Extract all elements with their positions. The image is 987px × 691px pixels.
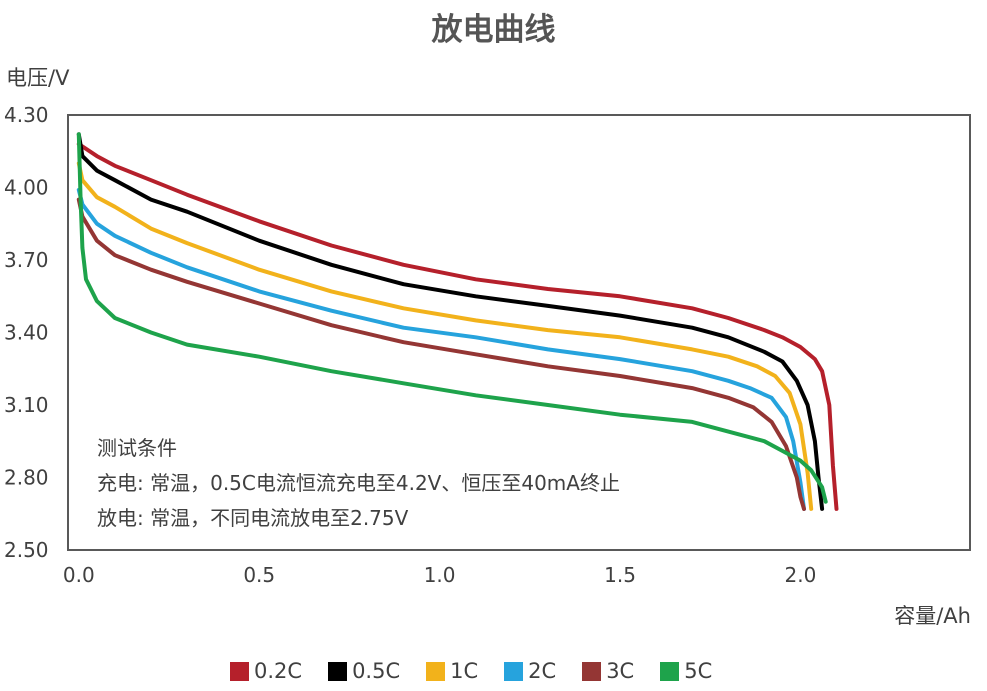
legend-swatch [660,661,680,681]
y-tick-label: 2.80 [4,466,49,490]
legend-item-5C: 5C [660,659,712,683]
legend-item-0.5C: 0.5C [328,659,400,683]
legend-label: 5C [684,659,713,683]
y-tick-label: 3.40 [4,321,49,345]
legend-swatch [426,661,446,681]
legend-label: 1C [450,659,479,683]
legend-label: 2C [528,659,557,683]
legend: 0.2C 0.5C 1C 2C 3C 5C [230,659,738,683]
legend-swatch [230,661,249,681]
legend-swatch [504,661,524,681]
x-tick-label: 0.5 [243,563,275,587]
x-tick-label: 2.0 [785,563,817,587]
plot-frame [67,114,971,551]
legend-swatch [582,661,602,681]
x-axis-label: 容量/Ah [894,604,971,628]
annotation-title: 测试条件 [97,436,177,460]
legend-item-3C: 3C [582,659,634,683]
legend-label: 0.5C [352,659,401,683]
y-tick-label: 4.30 [4,103,49,127]
annotation-charge: 充电: 常温，0.5C电流恒流充电至4.2V、恒压至40mA终止 [97,471,620,495]
x-tick-label: 1.5 [604,563,636,587]
series-line-3C [76,197,806,511]
series-line-5C [76,132,828,504]
legend-swatch [328,661,348,681]
chart-title: 放电曲线 [431,12,556,48]
legend-label: 3C [606,659,635,683]
series-line-1C [76,161,814,511]
y-tick-label: 3.70 [4,248,49,272]
series-line-0.5C [76,132,825,511]
series-line-2C [76,187,806,511]
legend-label: 0.2C [254,659,303,683]
legend-item-0.2C: 0.2C [230,659,302,683]
x-tick-label: 0.0 [63,563,95,587]
legend-item-2C: 2C [504,659,556,683]
y-axis-label: 电压/V [6,66,70,90]
y-tick-label: 4.00 [4,176,49,200]
legend-item-1C: 1C [426,659,478,683]
y-tick-label: 2.50 [4,538,49,562]
series-line-0.2C [76,142,839,511]
annotation-discharge: 放电: 常温，不同电流放电至2.75V [97,506,409,530]
x-tick-label: 1.0 [424,563,456,587]
y-tick-label: 3.10 [4,393,49,417]
